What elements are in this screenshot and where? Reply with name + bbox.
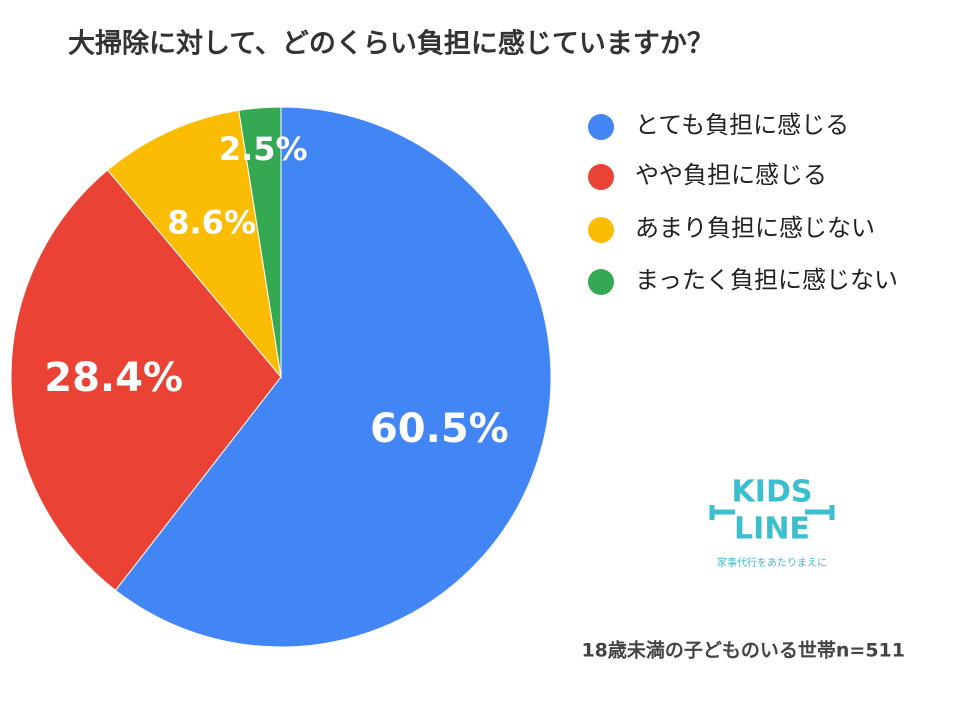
pie-slice [238,106,282,378]
logo-text: KIDS [732,475,813,510]
legend-swatch [588,114,614,140]
logo-arms [709,505,835,520]
data-label: 8.6% [167,204,256,242]
chart-title: 大掃除に対して、どのくらい負担に感じていますか？ [68,28,714,60]
legend-swatch [588,269,614,295]
legend-label: やや負担に感じる [635,161,827,189]
pie-slice [106,109,282,379]
legend-item: まったく負担に感じない [588,265,928,295]
legend-item: やや負担に感じる [588,160,928,190]
legend-item: あまり負担に感じない [588,213,928,243]
legend-swatch [588,164,614,190]
legend-label: まったく負担に感じない [635,266,899,294]
legend-label: とても負担に感じる [635,111,850,139]
annotation: 18歳未満の子どものいる世帯n=511 [581,639,905,662]
logo-tagline: 家事代行をあたりまえに [717,556,827,569]
logo-text: LINE [734,512,810,547]
legend-swatch [588,217,614,243]
data-label: 60.5% [370,406,509,452]
legend-label: あまり負担に感じない [635,214,875,242]
data-label: 2.5% [219,130,308,168]
logo: KIDS LINE 家事代行をあたりまえに [709,475,835,569]
pie-slice [10,169,282,592]
legend-item: とても負担に感じる [588,110,928,140]
data-label: 28.4% [44,355,183,401]
pie-slice [114,106,552,648]
